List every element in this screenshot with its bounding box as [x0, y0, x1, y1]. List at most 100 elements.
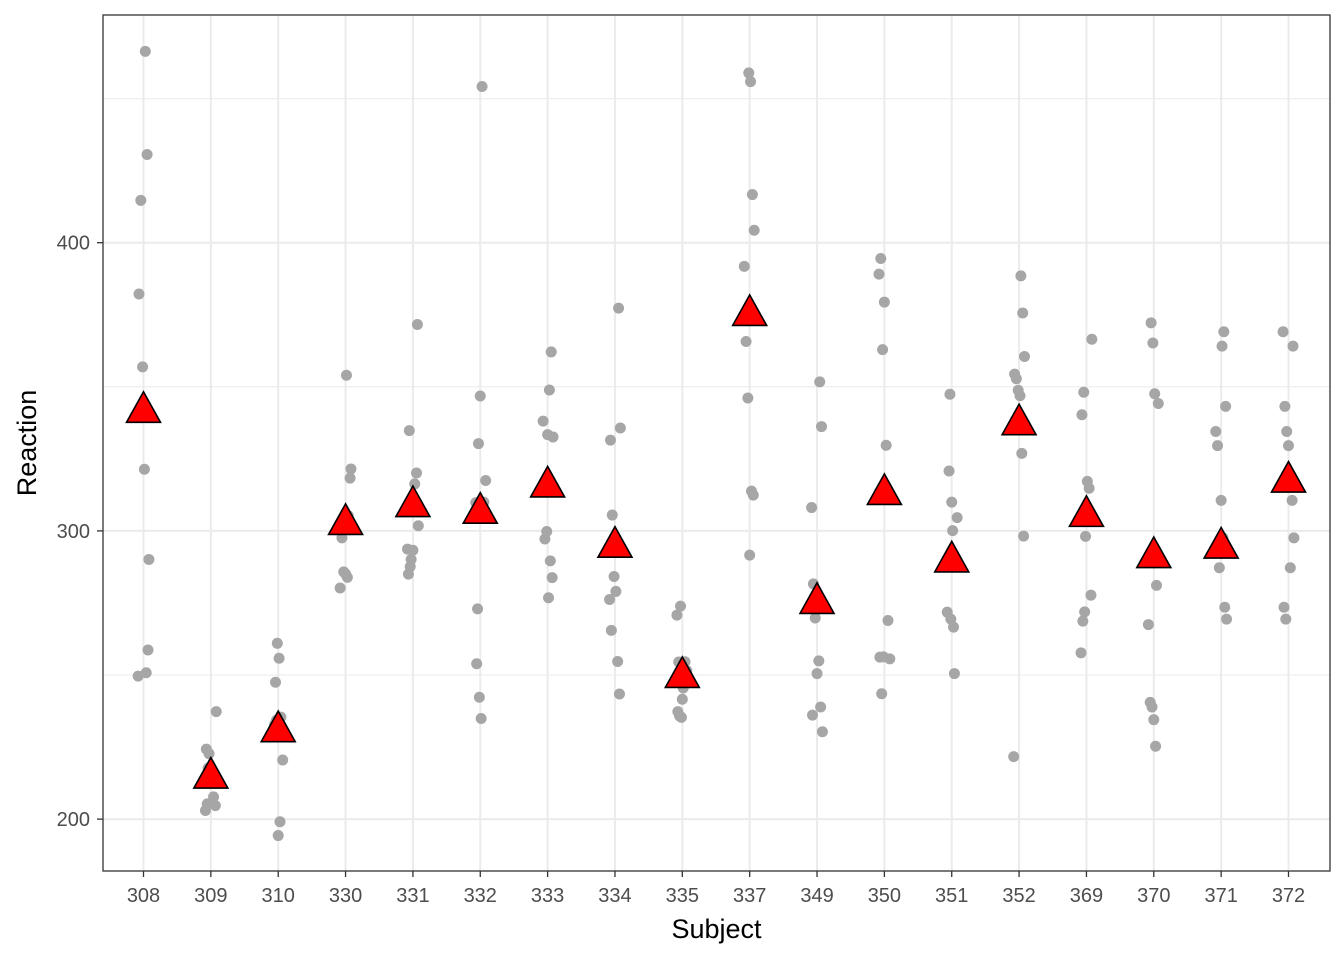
data-point	[613, 688, 625, 700]
y-tick-label: 300	[57, 521, 90, 543]
data-point	[133, 288, 145, 300]
data-point	[1284, 562, 1296, 574]
data-point	[1210, 425, 1222, 437]
data-point	[1213, 562, 1225, 574]
x-tick-label: 333	[531, 885, 564, 907]
x-tick-label: 349	[800, 885, 833, 907]
data-point	[141, 148, 153, 160]
mean-marker	[1202, 525, 1240, 559]
data-point	[951, 512, 963, 524]
data-point	[1016, 447, 1028, 459]
data-point	[1017, 307, 1029, 319]
y-tick-label: 200	[57, 809, 90, 831]
x-tick-label: 309	[194, 885, 227, 907]
data-point	[1216, 340, 1228, 352]
data-point	[1221, 613, 1233, 625]
data-point	[143, 553, 155, 565]
data-point	[472, 438, 484, 450]
x-tick-label: 350	[868, 885, 901, 907]
mean-marker	[866, 472, 903, 506]
data-point	[613, 302, 625, 314]
mean-marker	[663, 655, 701, 689]
data-point	[1287, 340, 1299, 352]
mean-marker	[1270, 459, 1307, 493]
data-point	[1149, 388, 1161, 400]
data-point	[412, 520, 424, 532]
mean-marker	[259, 709, 297, 743]
data-point	[411, 467, 423, 479]
individual-points	[132, 45, 1300, 842]
data-point	[471, 658, 483, 670]
mean-marker	[394, 484, 432, 518]
data-point	[1212, 440, 1224, 452]
data-point	[472, 603, 484, 615]
data-point	[137, 361, 149, 373]
data-point	[140, 667, 152, 679]
data-point	[1144, 696, 1156, 708]
data-point	[1150, 740, 1162, 752]
x-tick-label: 330	[329, 885, 362, 907]
plot-border	[102, 14, 1331, 872]
data-point	[943, 465, 955, 477]
data-point	[944, 388, 956, 400]
data-point	[476, 80, 488, 92]
data-point	[743, 67, 755, 79]
data-point	[806, 502, 818, 514]
data-point	[1147, 337, 1159, 349]
x-tick-label: 332	[464, 885, 497, 907]
data-point	[608, 570, 620, 582]
plot-panel	[103, 15, 1330, 871]
data-point	[877, 344, 889, 356]
data-point	[480, 474, 492, 486]
data-point	[811, 668, 823, 680]
data-point	[676, 693, 688, 705]
data-point	[612, 655, 624, 667]
data-point	[876, 688, 888, 700]
data-point	[948, 668, 960, 680]
data-point	[475, 713, 487, 725]
data-point	[340, 369, 352, 381]
data-point	[537, 415, 549, 427]
data-point	[1286, 494, 1298, 506]
data-point	[604, 594, 616, 606]
mean-markers	[125, 293, 1307, 789]
x-tick-label: 369	[1070, 885, 1103, 907]
data-point	[947, 525, 959, 537]
data-point	[1081, 475, 1093, 487]
data-point	[544, 555, 556, 567]
data-point	[873, 268, 885, 280]
data-point	[338, 566, 350, 578]
data-point	[474, 390, 486, 402]
data-point	[142, 644, 154, 656]
mean-marker	[596, 524, 634, 559]
data-point	[884, 653, 896, 665]
data-point	[1142, 619, 1154, 631]
data-point	[543, 592, 555, 604]
y-axis-title: Reaction	[12, 390, 42, 497]
data-point	[403, 425, 415, 437]
data-point	[200, 743, 212, 755]
data-point	[738, 260, 750, 272]
data-point	[1215, 494, 1227, 506]
data-point	[742, 392, 754, 404]
data-point	[813, 655, 825, 667]
mean-marker	[327, 502, 364, 536]
data-point	[1220, 400, 1232, 412]
axes: 200 300 400 308 309 310 330 331 332 333 334 335 337 3…	[57, 233, 1306, 907]
x-tick-label: 370	[1137, 885, 1170, 907]
data-point	[1288, 532, 1300, 544]
data-point	[605, 624, 617, 636]
data-point	[671, 609, 683, 621]
data-point	[209, 800, 221, 812]
data-point	[402, 543, 414, 555]
data-point	[746, 189, 758, 201]
data-point	[139, 45, 151, 57]
data-point	[1219, 601, 1231, 613]
data-point	[271, 637, 283, 649]
data-point	[816, 421, 828, 433]
x-tick-label: 337	[733, 885, 766, 907]
x-tick-label: 331	[396, 885, 429, 907]
data-point	[1009, 368, 1021, 380]
